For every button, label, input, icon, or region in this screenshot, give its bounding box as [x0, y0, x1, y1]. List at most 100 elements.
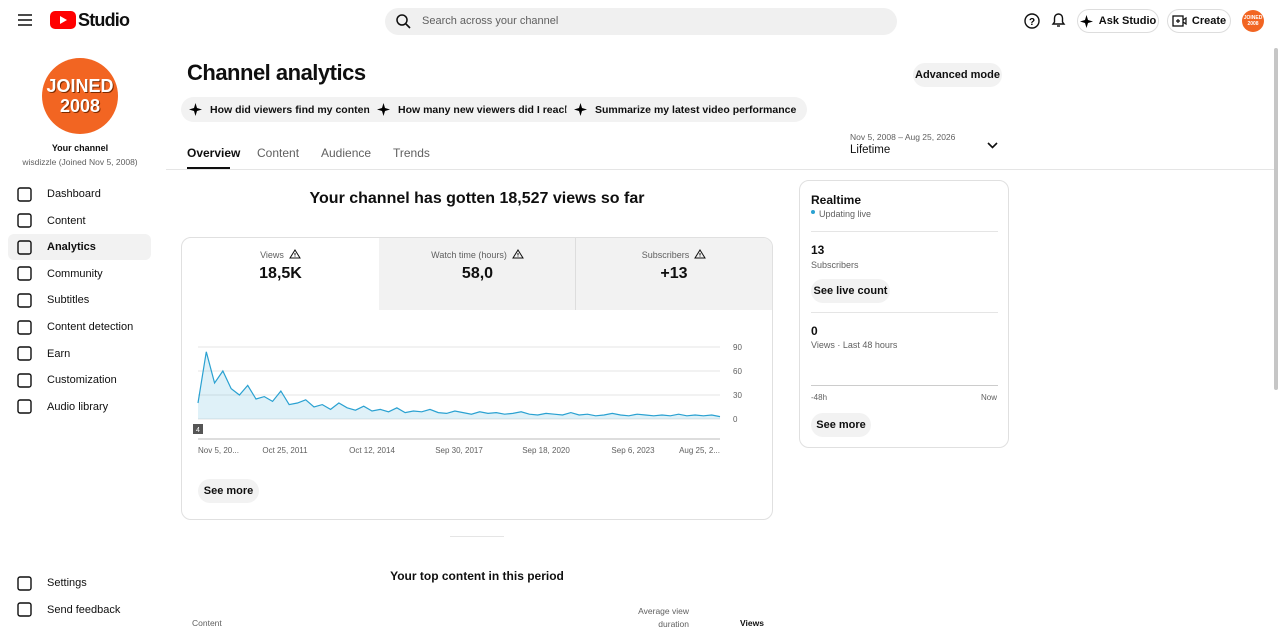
- sparkle-icon: [574, 103, 587, 116]
- nav-item[interactable]: Earn: [8, 341, 151, 367]
- metric-label-row: Views: [182, 249, 379, 260]
- annotation: 4: [196, 427, 200, 434]
- nav-item[interactable]: Audio library: [8, 394, 151, 420]
- metric-label: Subscribers: [641, 250, 690, 260]
- series-area: [198, 351, 720, 419]
- logo-text[interactable]: Studio: [78, 10, 130, 30]
- nav-label: Send feedback: [47, 603, 121, 616]
- account-avatar[interactable]: JOINED 2008: [1242, 10, 1264, 32]
- sparkle: [189, 103, 202, 116]
- warning-icon: [289, 249, 301, 259]
- create-icon: [1172, 15, 1187, 27]
- see-live-count-button[interactable]: See live count: [811, 279, 890, 303]
- period-dropdown[interactable]: [987, 142, 998, 149]
- nav-label: Content detection: [47, 321, 134, 333]
- tab[interactable]: Audience: [321, 146, 372, 160]
- prompt-label: Summarize my latest video performance: [595, 103, 797, 116]
- icon-shape: [17, 186, 32, 202]
- subs-value: 13: [811, 243, 825, 257]
- nav-item[interactable]: Community: [8, 261, 151, 287]
- metric-value: 58,0: [461, 265, 494, 282]
- see-more-button[interactable]: See more: [198, 479, 259, 503]
- x-tick-label: Oct 12, 2014: [349, 446, 395, 455]
- tab-underline: [187, 167, 230, 169]
- prompt-chip[interactable]: How did viewers find my content?: [181, 97, 391, 122]
- axis-end: Now: [981, 393, 998, 402]
- nav-label: Subtitles: [47, 294, 90, 307]
- y-tick-label: 30: [733, 391, 742, 400]
- page-title: Channel analytics: [187, 60, 366, 85]
- x-tick-label: Sep 30, 2017: [435, 446, 483, 455]
- annotation-box: [193, 424, 203, 434]
- nav-icon: [17, 266, 32, 281]
- nav-icon: [17, 186, 32, 202]
- avatar-line: JOINED: [46, 76, 114, 96]
- nav-item[interactable]: Content detection: [8, 314, 151, 340]
- prompt-chip[interactable]: How many new viewers did I reach?: [369, 97, 589, 122]
- icon-shape: [17, 399, 32, 414]
- sparkle-icon: [1079, 14, 1093, 28]
- nav-item[interactable]: Analytics: [8, 234, 151, 261]
- x-tick-label: Nov 5, 20...: [198, 446, 239, 455]
- tabs-divider: [166, 169, 1274, 170]
- metric-value: +13: [660, 265, 688, 282]
- search-placeholder: Search across your channel: [422, 15, 559, 27]
- channel-avatar[interactable]: JOINED 2008: [42, 58, 118, 134]
- x-tick-label: Aug 25, 2...: [679, 446, 720, 455]
- warning-icon: [694, 249, 707, 259]
- x-tick-label: Sep 6, 2023: [611, 446, 655, 455]
- metric-tab[interactable]: Subscribers +13: [576, 238, 772, 310]
- prompt-chip[interactable]: Summarize my latest video performance: [566, 97, 808, 122]
- nav-item[interactable]: Customization: [8, 367, 151, 393]
- tab[interactable]: Trends: [393, 146, 430, 160]
- subs-label: Subscribers: [811, 260, 859, 270]
- nav-label: Analytics: [47, 241, 96, 254]
- nav-item[interactable]: Settings: [8, 570, 151, 596]
- tab[interactable]: Content: [257, 146, 300, 160]
- menu-icon[interactable]: [18, 14, 32, 26]
- warning: [289, 249, 301, 259]
- nav-icon: [17, 372, 32, 388]
- advanced-mode-button[interactable]: Advanced mode: [913, 63, 1002, 87]
- nav-label: Community: [47, 267, 103, 280]
- headline: Your channel has gotten 18,527 views so …: [309, 190, 645, 207]
- nav-item[interactable]: Send feedback: [8, 597, 151, 623]
- scrollbar: [1274, 48, 1278, 390]
- metric-tab[interactable]: Views 18,5K: [182, 238, 379, 310]
- nav-label: Dashboard: [47, 188, 101, 200]
- nav-label: Audio library: [47, 400, 109, 413]
- nav-icon: [17, 319, 32, 335]
- nav-item[interactable]: Content: [8, 208, 151, 234]
- create-button[interactable]: Create: [1167, 9, 1231, 33]
- realtime-axis: [811, 385, 998, 386]
- prompt-label: How many new viewers did I reach?: [398, 103, 578, 116]
- x-tick-label: Sep 18, 2020: [522, 446, 570, 455]
- realtime-status: Updating live: [819, 209, 872, 219]
- realtime-see-more[interactable]: See more: [811, 413, 871, 437]
- search-box[interactable]: Search across your channel: [385, 8, 897, 35]
- help-icon[interactable]: ?: [1024, 13, 1040, 29]
- overview-card: [181, 237, 773, 520]
- nav-item[interactable]: Dashboard: [8, 181, 151, 207]
- metric-sep: [575, 238, 576, 310]
- notifications-icon[interactable]: [1051, 12, 1066, 29]
- sparkle: [377, 103, 390, 116]
- metric-label: Watch time (hours): [431, 250, 507, 260]
- nav-label: Content: [47, 214, 86, 227]
- nav-label: Settings: [47, 577, 87, 589]
- nav-item[interactable]: Subtitles: [8, 287, 151, 313]
- y-tick-label: 90: [733, 343, 742, 352]
- icon-shape: [17, 266, 32, 281]
- search-icon: [396, 14, 411, 29]
- metric-tab[interactable]: Watch time (hours) 58,0: [379, 238, 576, 310]
- top-content-title: Your top content in this period: [390, 569, 564, 583]
- ask-studio-button[interactable]: Ask Studio: [1077, 9, 1159, 33]
- icon-shape: [17, 372, 32, 388]
- views-label: Views · Last 48 hours: [811, 340, 898, 350]
- period: Lifetime: [850, 144, 891, 156]
- tab[interactable]: Overview: [187, 146, 241, 160]
- icon-shape: [17, 346, 32, 361]
- channel-label: Your channel: [51, 143, 109, 153]
- create-label: Create: [1191, 15, 1227, 27]
- logo-icon[interactable]: [50, 11, 76, 29]
